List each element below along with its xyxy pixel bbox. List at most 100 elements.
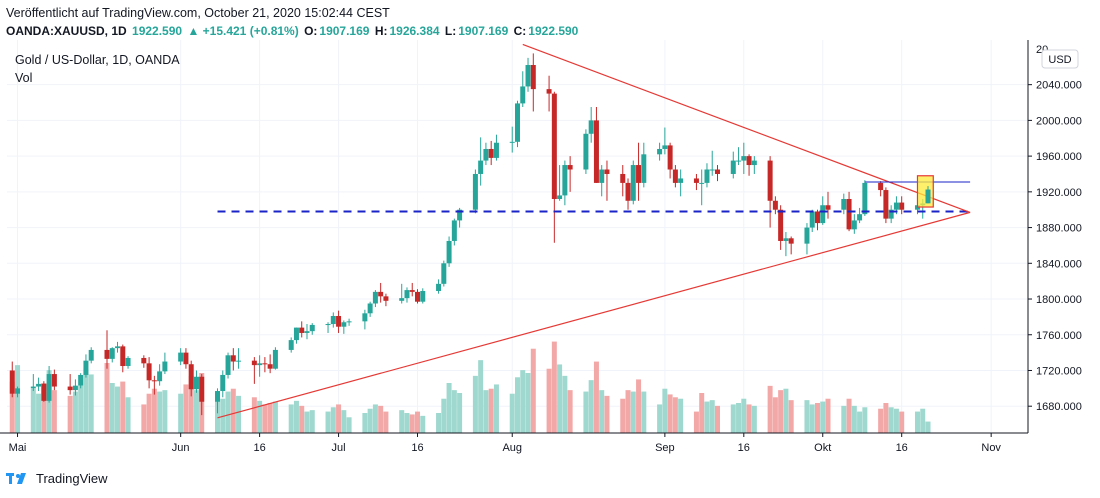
price-tick-label: 2000.000 [1036, 115, 1082, 127]
last-price: 1922.590 [132, 24, 183, 38]
volume-bar [346, 417, 352, 433]
candle-body [557, 195, 563, 199]
candle-body [125, 357, 131, 367]
volume-bar [515, 377, 520, 433]
volume-bar [367, 408, 373, 433]
candle-body [736, 160, 742, 162]
candle-body [699, 182, 705, 184]
volume-bar [288, 404, 294, 433]
candle-body [678, 178, 684, 183]
highlight-box [916, 175, 934, 208]
candle-body [404, 290, 410, 299]
candle-body [41, 383, 47, 401]
candle-body [441, 263, 447, 284]
volume-bar [857, 411, 863, 433]
time-tick-label: Okt [814, 442, 831, 454]
candle-body [146, 363, 152, 381]
volume-bar [772, 397, 778, 433]
candle-body [604, 169, 610, 174]
candle-body [367, 303, 373, 314]
volume-bar [925, 421, 931, 433]
volume-bar [9, 381, 15, 433]
volume-bar [120, 381, 126, 433]
candle-body [878, 182, 884, 191]
candle-body [9, 370, 15, 394]
volume-bar [851, 405, 857, 433]
candle-body [846, 198, 852, 230]
close-label: C: [513, 24, 527, 38]
volume-bar [636, 379, 642, 433]
candle-body [625, 182, 631, 201]
candle-body [620, 173, 626, 183]
volume-bar [893, 408, 899, 433]
volume-bar [262, 404, 268, 433]
volume-bar [372, 404, 378, 433]
chart-header: Veröffentlicht auf TradingView.com, Octo… [6, 4, 580, 40]
candle-body [151, 380, 157, 382]
candle-body [841, 198, 847, 210]
volume-bar [920, 408, 926, 433]
volume-bar [41, 383, 47, 433]
volume-bar [378, 405, 384, 433]
volume-bar [788, 400, 794, 433]
volume-bar [914, 411, 920, 433]
legend-title: Gold / US-Dollar, 1D, OANDA [15, 53, 180, 67]
candlestick-chart[interactable]: 1680.000 1720.000 1760.000 1800.000 1840.000… [0, 40, 1100, 460]
price-axis[interactable]: 1680.000 1720.000 1760.000 1800.000 1840.000… [1027, 40, 1082, 433]
candle-body [788, 238, 794, 244]
volume-bar [620, 398, 626, 433]
drawings [217, 43, 971, 419]
candle-body [562, 165, 568, 196]
volume-bar [30, 388, 36, 433]
currency-badge[interactable]: USD [1041, 49, 1079, 69]
candle-body [83, 360, 89, 375]
price-tick-label: 1760.000 [1036, 330, 1082, 342]
high-value: 1926.384 [389, 24, 440, 38]
candle-body [741, 156, 747, 161]
candle-body [178, 352, 184, 362]
volume-bar [146, 393, 152, 433]
candle-body [336, 315, 342, 327]
candle-body [509, 141, 515, 143]
volume-bar [441, 398, 447, 433]
volume-bar [257, 400, 263, 433]
low-label: L: [444, 24, 457, 38]
volume-bar [709, 400, 715, 433]
candle-body [751, 160, 757, 166]
time-axis[interactable]: Mai Jun 16 Jul 16 Aug Sep 16 Okt 16 Nov [0, 432, 1028, 454]
volume-bar [593, 361, 599, 433]
grid-lines [7, 40, 1028, 433]
volume-bar [567, 390, 573, 433]
ohlc-line: OANDA:XAUUSD, 1D 1922.590 ▲ +15.421 (+0.… [6, 22, 580, 40]
volume-bar [51, 390, 57, 433]
candle-body [120, 346, 126, 367]
candle-body [588, 120, 594, 134]
candle-body [36, 383, 42, 387]
candle-body [709, 169, 715, 171]
volume-bar [67, 395, 73, 433]
volume-bar [746, 404, 752, 433]
candle-body [820, 205, 826, 224]
volume-bar [457, 393, 463, 433]
volume-bar [730, 404, 736, 433]
volume-bar [583, 391, 589, 433]
volume-bar [109, 383, 115, 433]
candle-body [530, 65, 536, 90]
price-tick-label: 1840.000 [1036, 258, 1082, 270]
chart-area[interactable]: 1680.000 1720.000 1760.000 1800.000 1840.000… [0, 40, 1100, 460]
candle-body [525, 65, 531, 87]
candle-body [862, 182, 868, 215]
volume-bar [599, 390, 605, 433]
candle-body [341, 322, 347, 327]
price-tick-label: 1880.000 [1036, 223, 1082, 235]
candle-body [304, 331, 310, 333]
candle-body [51, 374, 57, 387]
candle-body [330, 315, 336, 325]
candle-body [641, 154, 647, 183]
candle-body [257, 363, 263, 366]
candle-body [636, 165, 642, 183]
tradingview-brand: TradingView [36, 470, 108, 486]
candle-body [251, 360, 257, 366]
candle-body [599, 169, 605, 183]
volume-bar [667, 394, 673, 433]
